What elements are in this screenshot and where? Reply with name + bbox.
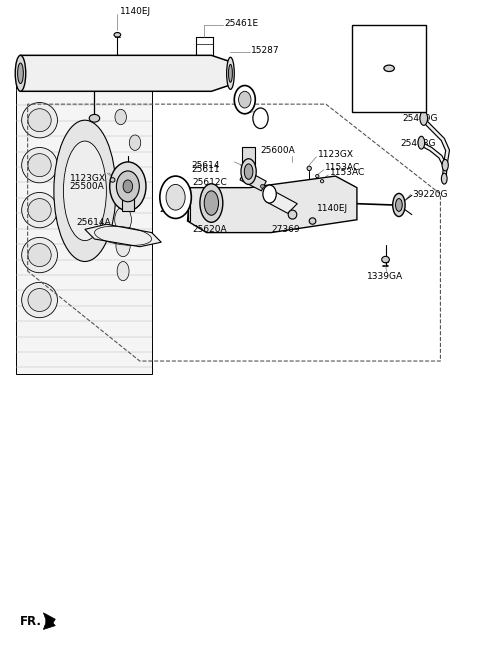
Ellipse shape [116,234,130,257]
Ellipse shape [28,244,51,266]
Text: 1153AC: 1153AC [325,163,360,172]
Text: 27369: 27369 [271,225,300,234]
Ellipse shape [54,120,116,261]
Text: A: A [267,191,272,197]
Ellipse shape [227,57,234,90]
Ellipse shape [22,192,58,228]
Ellipse shape [228,64,232,83]
Ellipse shape [442,174,447,184]
Ellipse shape [110,177,115,182]
Text: 15287: 15287 [251,46,279,55]
Ellipse shape [307,166,312,171]
Ellipse shape [261,184,264,188]
Circle shape [160,176,192,219]
Circle shape [110,162,146,211]
Text: 25500A: 25500A [70,182,104,191]
Ellipse shape [204,191,218,215]
Ellipse shape [15,55,26,92]
Polygon shape [43,613,55,630]
Ellipse shape [63,141,107,241]
Circle shape [263,185,276,203]
Circle shape [129,135,141,150]
Polygon shape [21,55,230,92]
Text: 25461E: 25461E [224,19,258,28]
Circle shape [166,184,185,210]
Ellipse shape [420,111,428,125]
Ellipse shape [393,194,405,217]
Text: 39220G: 39220G [412,190,447,199]
Text: 25611: 25611 [192,165,220,174]
Ellipse shape [316,174,319,177]
Polygon shape [16,79,152,374]
Circle shape [115,109,126,124]
Polygon shape [188,176,357,233]
Ellipse shape [22,283,58,318]
Text: 25612C: 25612C [192,178,227,187]
Ellipse shape [18,63,24,84]
Text: 25468G: 25468G [400,139,435,148]
Ellipse shape [244,164,253,179]
Ellipse shape [28,109,51,132]
Text: FR.: FR. [20,615,42,628]
Ellipse shape [242,173,246,177]
Text: 25600A: 25600A [261,146,295,155]
Text: 25614A: 25614A [77,219,111,228]
Ellipse shape [22,237,58,273]
Text: 1153AC: 1153AC [330,168,365,177]
Ellipse shape [309,218,316,224]
Ellipse shape [241,159,256,184]
Text: 1140GD: 1140GD [369,40,409,50]
Ellipse shape [28,154,51,177]
Text: 1140EJ: 1140EJ [120,7,151,16]
Ellipse shape [22,103,58,138]
Bar [352,25,426,112]
Ellipse shape [114,32,120,37]
Text: 1123GX: 1123GX [318,150,354,159]
Polygon shape [188,188,190,221]
Ellipse shape [28,288,51,312]
Polygon shape [240,170,266,191]
Ellipse shape [288,210,297,219]
Circle shape [116,171,139,202]
Text: 1140EJ: 1140EJ [317,204,348,213]
Text: A: A [258,114,263,123]
Ellipse shape [200,184,223,223]
Ellipse shape [321,179,324,183]
Polygon shape [266,192,297,213]
Circle shape [253,108,268,128]
Circle shape [239,92,251,108]
Ellipse shape [117,261,129,281]
Text: 25620A: 25620A [192,225,227,234]
Ellipse shape [382,256,389,263]
Ellipse shape [418,136,425,149]
Ellipse shape [89,114,100,122]
Ellipse shape [396,199,402,212]
Ellipse shape [22,148,58,183]
Text: 25469G: 25469G [402,114,438,123]
Text: 25614: 25614 [192,161,220,170]
Bar [121,188,134,211]
Bar [242,147,255,172]
Ellipse shape [114,164,132,199]
Text: 25126: 25126 [160,205,188,214]
Circle shape [123,180,132,193]
Ellipse shape [115,207,132,233]
Text: 1339GA: 1339GA [366,272,403,281]
Ellipse shape [442,159,448,171]
Ellipse shape [28,199,51,222]
Circle shape [234,86,255,114]
Text: 1123GX: 1123GX [70,174,106,183]
Polygon shape [85,224,161,247]
Ellipse shape [384,65,395,72]
